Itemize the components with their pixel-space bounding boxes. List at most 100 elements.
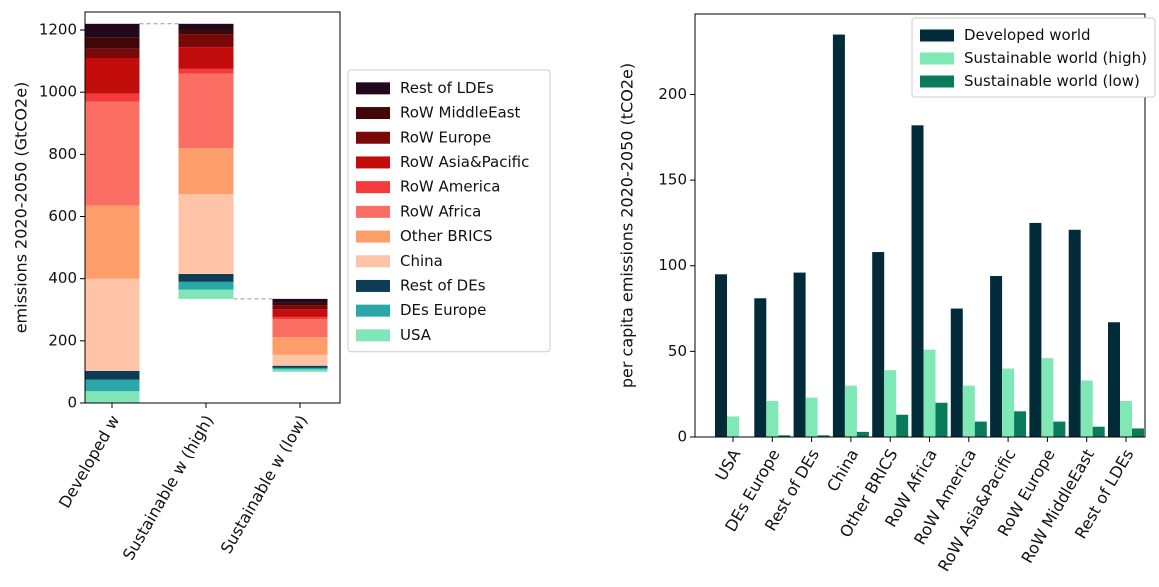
- bar-segment: [84, 379, 140, 392]
- y-tick-label: 200: [48, 331, 77, 349]
- bar-segment: [178, 274, 234, 282]
- legend-label: Rest of DEs: [400, 276, 486, 294]
- bar: [1092, 426, 1105, 437]
- legend-label: Sustainable world (low): [964, 72, 1140, 90]
- legend-label: China: [400, 252, 443, 270]
- bar: [1053, 421, 1066, 437]
- bar-segment: [272, 354, 328, 366]
- bar: [962, 385, 975, 437]
- legend-swatch: [356, 156, 390, 169]
- bar: [1108, 322, 1120, 437]
- y-axis-label: emissions 2020-2050 (GtCO2e): [12, 82, 31, 334]
- bar: [817, 435, 830, 437]
- bar: [1080, 380, 1093, 437]
- bar: [793, 272, 806, 437]
- bar-segment: [84, 205, 140, 279]
- bar: [950, 308, 963, 437]
- bar-segment: [84, 58, 140, 94]
- legend-label: Other BRICS: [400, 227, 493, 245]
- bar-segment: [178, 30, 234, 35]
- bar-segment: [84, 391, 140, 403]
- bar: [856, 431, 869, 437]
- bar: [884, 370, 897, 437]
- bar-segment: [272, 337, 328, 355]
- bar-segment: [84, 278, 140, 371]
- legend-label: DEs Europe: [400, 301, 486, 319]
- legend-label: RoW Africa: [400, 202, 481, 220]
- x-tick-label: Sustainable w (high): [119, 412, 218, 564]
- legend-label: RoW MiddleEast: [400, 104, 521, 122]
- legend-box: [911, 17, 1156, 98]
- legend-label: RoW America: [400, 178, 500, 196]
- legend-swatch: [356, 131, 390, 144]
- bar: [1014, 411, 1027, 437]
- bar-segment: [178, 23, 234, 31]
- bar: [844, 385, 857, 437]
- bar-segment: [84, 37, 140, 49]
- bar: [935, 402, 948, 437]
- legend-swatch: [356, 230, 390, 243]
- bar-segment: [272, 367, 328, 370]
- y-tick-label: 200: [658, 85, 687, 103]
- bar: [805, 397, 818, 437]
- y-tick-label: 1000: [39, 83, 77, 101]
- y-tick-label: 0: [67, 394, 77, 412]
- bar: [872, 252, 885, 437]
- y-tick-label: 50: [668, 342, 687, 360]
- bar-segment: [84, 48, 140, 58]
- y-tick-label: 400: [48, 269, 77, 287]
- bar-segment: [178, 194, 234, 275]
- bar-segment: [272, 309, 328, 317]
- bar: [727, 416, 739, 437]
- y-tick-label: 0: [677, 428, 687, 446]
- bar-segment: [178, 281, 234, 290]
- bar-segment: [272, 369, 328, 372]
- bar-segment: [84, 23, 140, 38]
- bar: [1041, 358, 1054, 437]
- axes-frame: [694, 13, 1146, 438]
- legend-box: [347, 69, 551, 353]
- x-tick-label: Developed w: [55, 412, 123, 512]
- bar-segment: [272, 302, 328, 306]
- legend-swatch: [356, 304, 390, 317]
- legend-swatch: [356, 82, 390, 95]
- legend-swatch: [920, 52, 954, 65]
- bar: [766, 401, 779, 437]
- bar: [1120, 401, 1132, 437]
- legend-swatch: [920, 75, 954, 88]
- legend-swatch: [356, 255, 390, 268]
- bar: [715, 274, 727, 437]
- bar-segment: [178, 289, 234, 299]
- legend-label: USA: [400, 326, 432, 344]
- bar: [1132, 428, 1144, 437]
- bar: [1068, 229, 1081, 437]
- bar: [832, 34, 845, 438]
- bar-segment: [178, 47, 234, 69]
- axes-frame: [84, 11, 341, 404]
- bar: [778, 435, 791, 437]
- bar-segment: [178, 34, 234, 48]
- legend-swatch: [356, 279, 390, 292]
- y-tick-label: 600: [48, 207, 77, 225]
- legend-swatch: [356, 329, 390, 342]
- x-tick-label: China: [823, 446, 862, 495]
- bar-segment: [272, 316, 328, 320]
- bar-segment: [272, 365, 328, 368]
- bar: [923, 349, 936, 437]
- bar: [754, 298, 767, 437]
- bar-segment: [84, 101, 140, 206]
- legend-swatch: [356, 107, 390, 120]
- legend-swatch: [356, 205, 390, 218]
- bar-segment: [178, 68, 234, 74]
- bar: [1002, 368, 1015, 437]
- bar-segment: [272, 298, 328, 303]
- legend-label: Rest of LDEs: [400, 79, 494, 97]
- legend-swatch: [356, 181, 390, 194]
- bar: [1029, 222, 1042, 437]
- legend-label: RoW Asia&Pacific: [400, 153, 529, 171]
- legend-label: RoW Europe: [400, 128, 491, 146]
- y-tick-label: 100: [658, 256, 687, 274]
- bar-segment: [84, 370, 140, 380]
